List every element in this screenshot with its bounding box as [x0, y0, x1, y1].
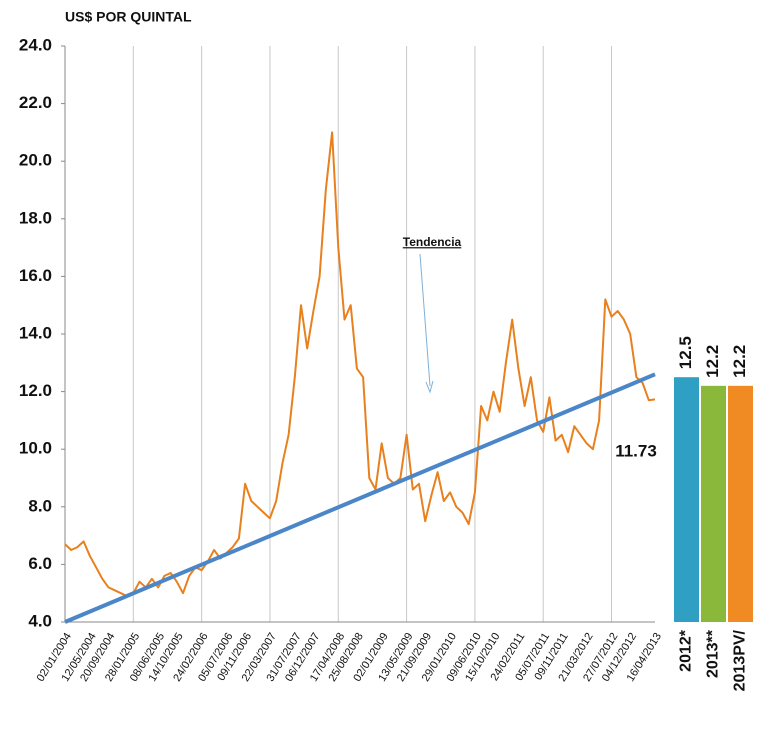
bar	[728, 385, 753, 622]
trend-arrow	[419, 253, 431, 387]
y-tick-label: 14.0	[19, 323, 52, 342]
y-tick-label: 12.0	[19, 381, 52, 400]
bar-category-label: 2012*	[678, 629, 695, 672]
bar-category-label: 2013PV/	[732, 629, 749, 691]
y-tick-label: 18.0	[19, 208, 52, 227]
y-tick-label: 24.0	[19, 35, 52, 54]
y-tick-label: 20.0	[19, 151, 52, 170]
bar-value-label: 12.2	[730, 345, 749, 378]
trend-arrowhead	[425, 380, 434, 394]
bar-category-label: 2013**	[705, 629, 722, 678]
price-line	[64, 131, 656, 598]
last-value-label: 11.73	[615, 441, 657, 460]
chart-title: US$ POR QUINTAL	[65, 9, 192, 25]
y-tick-label: 4.0	[28, 611, 52, 630]
y-tick-label: 22.0	[19, 93, 52, 112]
y-tick-label: 16.0	[19, 266, 52, 285]
trend-line	[64, 372, 656, 624]
bar	[701, 385, 726, 622]
bar	[674, 377, 699, 622]
trend-label: Tendencia	[403, 235, 462, 249]
bar-value-label: 12.2	[703, 345, 722, 378]
y-tick-label: 6.0	[28, 554, 52, 573]
y-tick-label: 8.0	[28, 496, 52, 515]
bar-value-label: 12.5	[676, 336, 695, 369]
y-tick-label: 10.0	[19, 439, 52, 458]
